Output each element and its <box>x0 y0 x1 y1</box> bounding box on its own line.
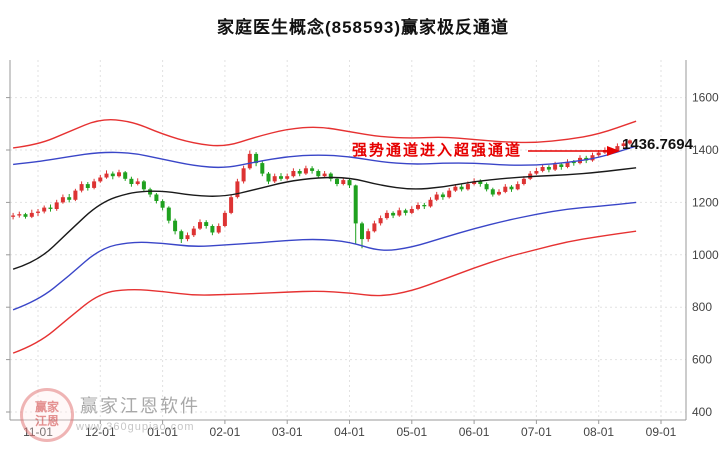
channel-annotation: 强势通道进入超强通道 <box>352 142 523 159</box>
last-price-label: 1436.7694 <box>622 136 693 153</box>
svg-text:12-01: 12-01 <box>85 425 116 439</box>
winner-seal-logo: 赢家江恩 <box>20 388 74 442</box>
svg-text:1000: 1000 <box>692 248 719 262</box>
svg-text:09-01: 09-01 <box>646 425 677 439</box>
svg-text:1200: 1200 <box>692 195 719 209</box>
watermark-url: www.360gupiao.com <box>76 421 195 433</box>
svg-text:07-01: 07-01 <box>521 425 552 439</box>
page-title: 家庭医生概念(858593)赢家极反通道 <box>216 18 510 37</box>
svg-text:08-01: 08-01 <box>583 425 614 439</box>
svg-text:03-01: 03-01 <box>272 425 303 439</box>
watermark-brand: 赢家江恩软件 <box>80 396 200 416</box>
svg-text:02-01: 02-01 <box>210 425 241 439</box>
svg-text:600: 600 <box>692 353 712 367</box>
svg-text:04-01: 04-01 <box>334 425 365 439</box>
svg-text:400: 400 <box>692 405 712 419</box>
svg-text:01-01: 01-01 <box>147 425 178 439</box>
svg-text:06-01: 06-01 <box>459 425 490 439</box>
winner-seal-logo-text: 赢家江恩 <box>34 400 59 428</box>
svg-text:800: 800 <box>692 300 712 314</box>
svg-text:1600: 1600 <box>692 91 719 105</box>
svg-text:1400: 1400 <box>692 143 719 157</box>
svg-text:05-01: 05-01 <box>396 425 427 439</box>
